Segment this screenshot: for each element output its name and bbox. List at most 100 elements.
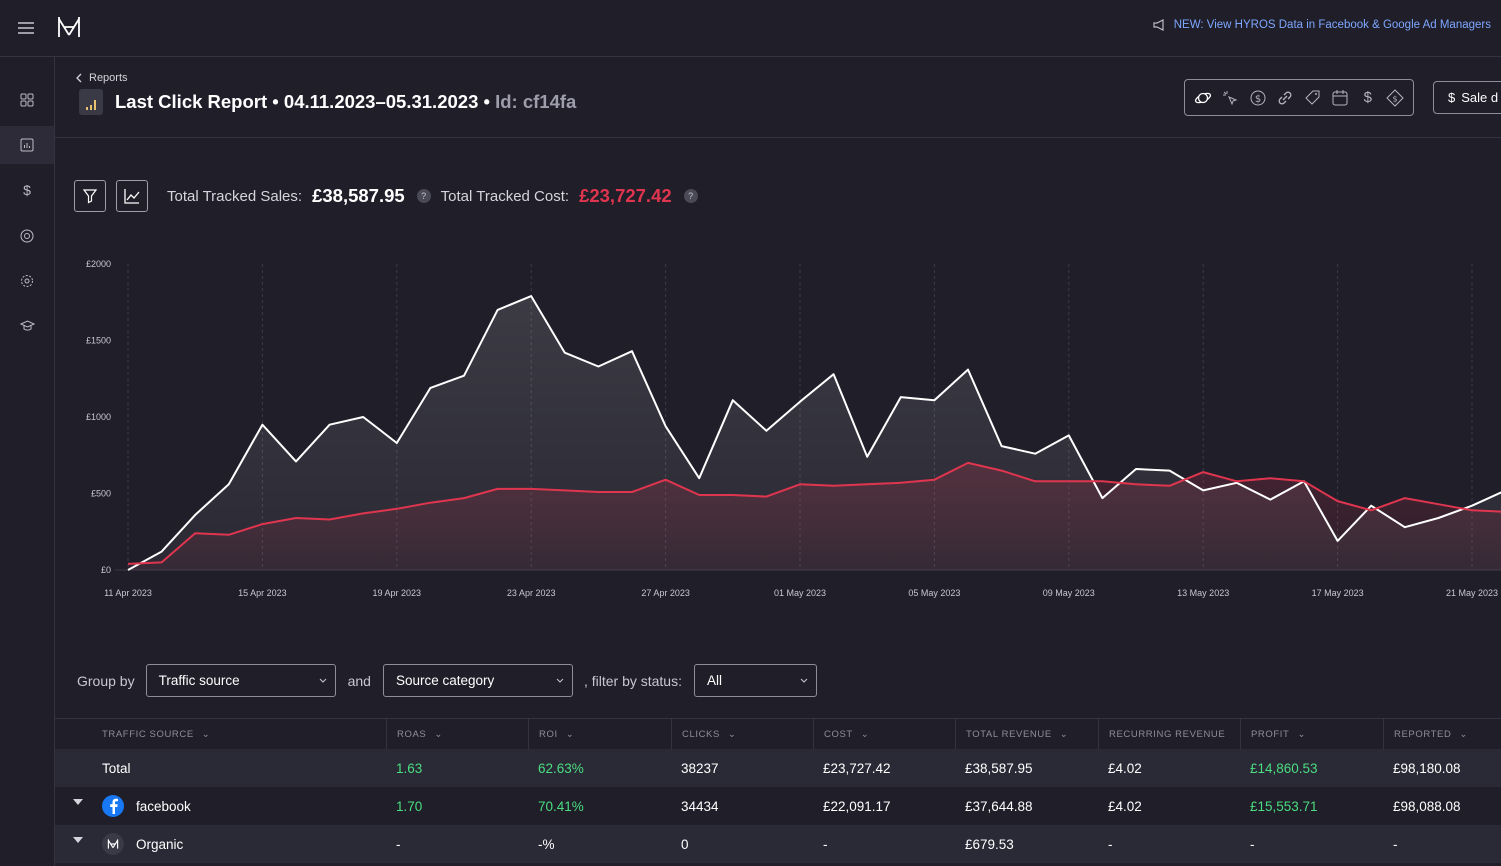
recurring-cell: £4.02 xyxy=(1108,798,1142,814)
chevron-down-icon xyxy=(319,678,326,683)
reported-cell: - xyxy=(1393,836,1398,852)
breadcrumb[interactable]: Reports xyxy=(75,72,128,84)
group-by-primary-select[interactable]: Traffic source xyxy=(145,664,336,697)
svg-text:$: $ xyxy=(1393,94,1398,103)
group-by-secondary-value: Source category xyxy=(395,673,495,688)
price-tag-icon[interactable]: $ xyxy=(1384,87,1406,109)
table-row-organic[interactable]: Organic - -% 0 - £679.53 - - - xyxy=(55,825,1501,863)
traffic-source-name: facebook xyxy=(136,798,191,814)
click-cursor-icon[interactable] xyxy=(1219,87,1241,109)
recurring-cell: £4.02 xyxy=(1108,760,1142,776)
status-filter-select[interactable]: All xyxy=(694,664,817,697)
chevron-down-icon: ⌄ xyxy=(434,728,443,740)
y-tick-label: £2000 xyxy=(86,259,111,269)
chevron-down-icon xyxy=(800,678,808,683)
column-header-roas[interactable]: ROAS ⌄ xyxy=(386,719,528,749)
x-tick-label: 19 Apr 2023 xyxy=(373,588,422,598)
column-label: ROAS xyxy=(397,728,427,740)
roi-cell: 70.41% xyxy=(538,798,584,814)
main-content: Reports Last Click Report • 04.11.2023–0… xyxy=(55,57,1501,866)
calendar-icon[interactable] xyxy=(1329,87,1351,109)
x-tick-label: 11 Apr 2023 xyxy=(104,588,152,598)
column-header-total-revenue[interactable]: TOTAL REVENUE ⌄ xyxy=(955,719,1098,749)
reported-cell: £98,088.08 xyxy=(1393,798,1461,814)
filter-button[interactable] xyxy=(74,180,106,212)
sales-series-line xyxy=(127,295,1501,571)
column-header-traffic-source[interactable]: TRAFFIC SOURCE ⌄ xyxy=(55,719,386,749)
chart-toggle-button[interactable] xyxy=(116,180,148,212)
traffic-source-cell: Total xyxy=(55,761,386,776)
planet-icon[interactable] xyxy=(1192,87,1214,109)
table-row-total[interactable]: Total 1.63 62.63% 38237 £23,727.42 £38,5… xyxy=(55,749,1501,787)
announcement-banner[interactable]: NEW: View HYROS Data in Facebook & Googl… xyxy=(1152,18,1491,32)
report-header: Reports Last Click Report • 04.11.2023–0… xyxy=(55,57,1501,138)
page-title-text: Last Click Report • 04.11.2023–05.31.202… xyxy=(115,91,490,112)
sidebar-item-goals[interactable] xyxy=(0,217,54,255)
column-header-reported[interactable]: REPORTED ⌄ xyxy=(1383,719,1501,749)
hamburger-menu-icon[interactable] xyxy=(16,18,36,38)
filter-status-label: , filter by status: xyxy=(583,672,682,689)
column-header-roi[interactable]: ROI ⌄ xyxy=(528,719,671,749)
column-label: TOTAL REVENUE xyxy=(966,728,1052,740)
roi-cell: -% xyxy=(538,836,555,852)
column-header-clicks[interactable]: CLICKS ⌄ xyxy=(671,719,813,749)
cost-cell: £22,091.17 xyxy=(823,798,891,814)
column-header-profit[interactable]: PROFIT ⌄ xyxy=(1240,719,1383,749)
cost-series-area xyxy=(128,462,1501,570)
expand-caret-icon[interactable] xyxy=(73,837,83,843)
sidebar-item-reports[interactable] xyxy=(0,126,54,164)
profit-cell: £14,860.53 xyxy=(1250,760,1318,776)
expand-caret-icon[interactable] xyxy=(73,799,83,805)
grid-icon xyxy=(20,93,34,107)
cost-cell: £23,727.42 xyxy=(823,760,891,776)
help-icon[interactable]: ? xyxy=(416,189,431,203)
cost-cell: - xyxy=(823,836,828,852)
revenue-cell: £679.53 xyxy=(965,836,1014,852)
group-by-secondary-select[interactable]: Source category xyxy=(382,664,573,697)
megaphone-icon xyxy=(1153,19,1164,31)
group-by-label: Group by xyxy=(77,672,135,689)
hyros-logo-icon xyxy=(102,833,124,855)
sidebar: $ xyxy=(0,57,55,866)
reported-cell: £98,180.08 xyxy=(1393,760,1461,776)
sidebar-item-settings[interactable] xyxy=(0,262,54,300)
x-tick-label: 09 May 2023 xyxy=(1043,588,1095,598)
x-tick-label: 27 Apr 2023 xyxy=(641,588,690,598)
dollar-icon[interactable]: $ xyxy=(1363,89,1372,106)
table-row-facebook[interactable]: facebook 1.70 70.41% 34434 £22,091.17 £3… xyxy=(55,787,1501,825)
total-cost-value: £23,727.42 xyxy=(579,185,672,206)
column-header-cost[interactable]: COST ⌄ xyxy=(813,719,955,749)
column-header-recurring-revenue[interactable]: RECURRING REVENUE xyxy=(1098,719,1240,749)
link-icon[interactable] xyxy=(1274,87,1296,109)
top-bar: NEW: View HYROS Data in Facebook & Googl… xyxy=(0,0,1501,57)
column-label: CLICKS xyxy=(682,728,720,740)
roi-cell: 62.63% xyxy=(538,760,584,776)
help-icon[interactable]: ? xyxy=(683,189,698,203)
sidebar-item-sales[interactable]: $ xyxy=(0,171,54,209)
profit-cell: - xyxy=(1250,836,1255,852)
y-tick-label: £0 xyxy=(101,565,111,575)
banner-text[interactable]: NEW: View HYROS Data in Facebook & Googl… xyxy=(1173,19,1491,31)
target-icon xyxy=(20,229,34,243)
report-chart-icon xyxy=(79,89,103,115)
and-label: and xyxy=(347,672,371,689)
sale-date-label: Sale d xyxy=(1461,90,1499,105)
profit-cell: £15,553.71 xyxy=(1250,798,1318,814)
refund-dollar-icon[interactable]: $ xyxy=(1247,87,1269,109)
sidebar-item-dashboard[interactable] xyxy=(0,81,54,119)
sale-date-button[interactable]: $ Sale d xyxy=(1433,81,1501,114)
roas-cell: - xyxy=(396,836,401,852)
column-label: ROI xyxy=(539,728,558,740)
tag-icon[interactable] xyxy=(1302,87,1324,109)
hyros-logo-icon[interactable] xyxy=(56,14,82,40)
revenue-cell: £38,587.95 xyxy=(965,760,1033,776)
breadcrumb-label[interactable]: Reports xyxy=(89,72,128,84)
column-label: COST xyxy=(824,728,853,740)
column-label: RECURRING REVENUE xyxy=(1109,728,1226,740)
column-label: PROFIT xyxy=(1251,728,1290,740)
traffic-source-name: Total xyxy=(102,760,131,776)
sidebar-item-academy[interactable] xyxy=(0,307,54,345)
x-tick-label: 17 May 2023 xyxy=(1312,588,1364,598)
column-label: REPORTED xyxy=(1394,728,1452,740)
revenue-cell: £37,644.88 xyxy=(965,798,1033,814)
